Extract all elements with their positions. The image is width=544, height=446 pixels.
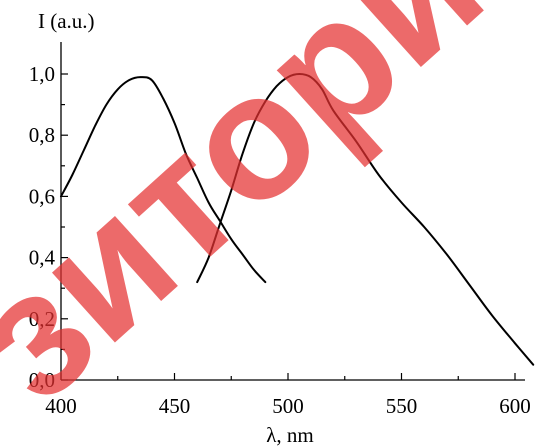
- axes: [60, 42, 525, 381]
- y-tick-label: 0,8: [29, 123, 55, 147]
- x-tick-label: 450: [159, 394, 191, 418]
- x-tick-label: 400: [45, 394, 77, 418]
- y-tick-label: 0,2: [29, 307, 55, 331]
- ticks: 0,0 0,2 0,4 0,6 0,8 1,0 400 450 500 550 600: [29, 62, 531, 418]
- y-tick-label: 0,0: [29, 368, 55, 392]
- series-line-1: [60, 76, 267, 284]
- x-tick-label: 600: [499, 394, 531, 418]
- y-tick-label: 1,0: [29, 62, 55, 86]
- x-axis-title: λ, nm: [266, 423, 314, 446]
- series-line-2: [196, 73, 535, 366]
- y-tick-label: 0,6: [29, 184, 55, 208]
- x-tick-label: 500: [272, 394, 304, 418]
- plot-area: [60, 73, 535, 366]
- y-tick-label: 0,4: [29, 246, 56, 270]
- y-axis-title: I (a.u.): [38, 9, 95, 33]
- watermark: зитори: [0, 0, 518, 438]
- x-tick-label: 550: [386, 394, 418, 418]
